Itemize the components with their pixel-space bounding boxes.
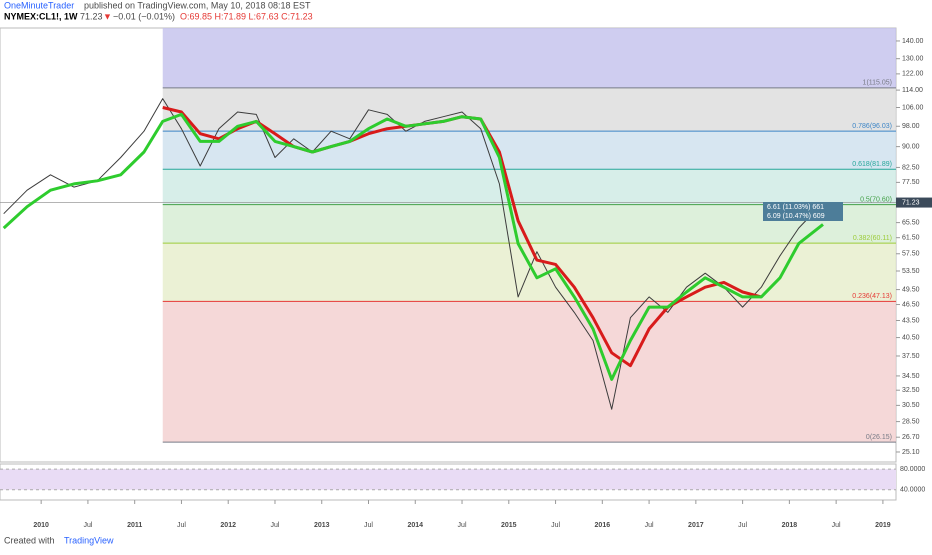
last: 71.23 (80, 11, 103, 21)
fib-band (162, 301, 897, 443)
annotation-box (763, 202, 843, 212)
series-line (3, 98, 824, 410)
x-tick-label: Jul (551, 522, 560, 529)
y-tick-label: 61.50 (902, 235, 920, 242)
rsi-tick-label: 80.0000 (900, 466, 925, 473)
fib-band (162, 87, 897, 132)
fib-label: 0.786(96.03) (852, 123, 892, 130)
fib-label: 1(115.05) (863, 80, 892, 87)
y-tick-label: 32.50 (902, 387, 920, 394)
rsi-tick-label: 40.0000 (900, 487, 925, 494)
y-tick-label: 82.50 (902, 164, 920, 171)
x-tick-label: 2010 (33, 522, 49, 529)
x-tick-label: Jul (738, 522, 747, 529)
fib-band (162, 243, 897, 302)
y-tick-label: 53.50 (902, 268, 920, 275)
y-tick-label: 34.50 (902, 373, 920, 380)
y-tick-label: 140.00 (902, 38, 924, 45)
y-tick-label: 37.50 (902, 353, 920, 360)
rsi-band (0, 469, 896, 490)
y-tick-label: 65.50 (902, 219, 920, 226)
y-tick-label: 26.70 (902, 434, 920, 441)
x-tick-label: Jul (270, 522, 279, 529)
y-tick-label: 25.10 (902, 449, 920, 456)
x-tick-label: 2018 (782, 522, 798, 529)
symbol: NYMEX:CL1!, 1W (4, 11, 78, 21)
annotation: 6.61 (11.03%) 661 (767, 204, 824, 211)
x-tick-label: 2013 (314, 522, 330, 529)
y-tick-label: 30.50 (902, 402, 920, 409)
y-tick-label: 28.50 (902, 418, 920, 425)
y-tick-label: 114.00 (902, 87, 923, 94)
fib-label: 0(26.15) (866, 434, 892, 441)
y-tick-label: 46.50 (902, 301, 920, 308)
arrow: ▼ (103, 11, 112, 21)
fib-layer: 1(115.05) 0.786(96.03) 0.618(81.89) 0.5(70.… (162, 28, 897, 443)
x-tick-label: Jul (83, 522, 92, 529)
fib-label: 0.618(81.89) (852, 161, 892, 168)
fib-band (162, 131, 897, 170)
footer-created: Created with (4, 535, 55, 545)
fib-band (162, 28, 897, 88)
y-tick-label: 90.00 (902, 143, 920, 150)
x-tick-label: 2012 (220, 522, 236, 529)
x-tick-label: 2019 (875, 522, 891, 529)
x-tick-label: Jul (177, 522, 186, 529)
annotation-box (763, 211, 843, 221)
fib-band (162, 169, 897, 205)
y-tick-label: 57.50 (902, 251, 920, 258)
x-tick-label: 2016 (595, 522, 611, 529)
x-tick-label: Jul (832, 522, 841, 529)
fib-label: 0.5(70.60) (860, 197, 892, 204)
ohlc: O:69.85 H:71.89 L:67.63 C:71.23 (180, 11, 313, 21)
y-tick-label: 106.00 (902, 104, 924, 111)
x-tick-label: 2017 (688, 522, 704, 529)
last-price-label: 71.23 (902, 199, 920, 206)
y-tick-label: 40.50 (902, 334, 920, 341)
x-tick-label: Jul (645, 522, 654, 529)
annotation: 6.09 (10.47%) 609 (767, 213, 825, 220)
fib-label: 0.382(60.11) (853, 235, 892, 242)
x-tick-label: 2015 (501, 522, 517, 529)
series-line (2, 112, 824, 381)
x-tick-label: Jul (458, 522, 467, 529)
change: −0.01 (−0.01%) (113, 11, 175, 21)
y-tick-label: 49.50 (902, 286, 920, 293)
published: published on TradingView.com, May 10, 20… (84, 0, 311, 10)
x-tick-label: 2011 (127, 522, 142, 529)
y-tick-label: 130.00 (902, 56, 924, 63)
author[interactable]: OneMinuteTrader (4, 0, 74, 10)
y-tick-label: 43.50 (902, 317, 920, 324)
x-tick-label: Jul (364, 522, 373, 529)
fib-label: 0.236(47.13) (852, 293, 892, 300)
y-tick-label: 77.50 (902, 179, 920, 186)
footer-brand[interactable]: TradingView (64, 535, 114, 545)
x-tick-label: 2014 (407, 522, 423, 529)
y-tick-label: 98.00 (902, 123, 920, 130)
y-tick-label: 122.00 (902, 71, 924, 78)
last-price-box (896, 197, 932, 208)
